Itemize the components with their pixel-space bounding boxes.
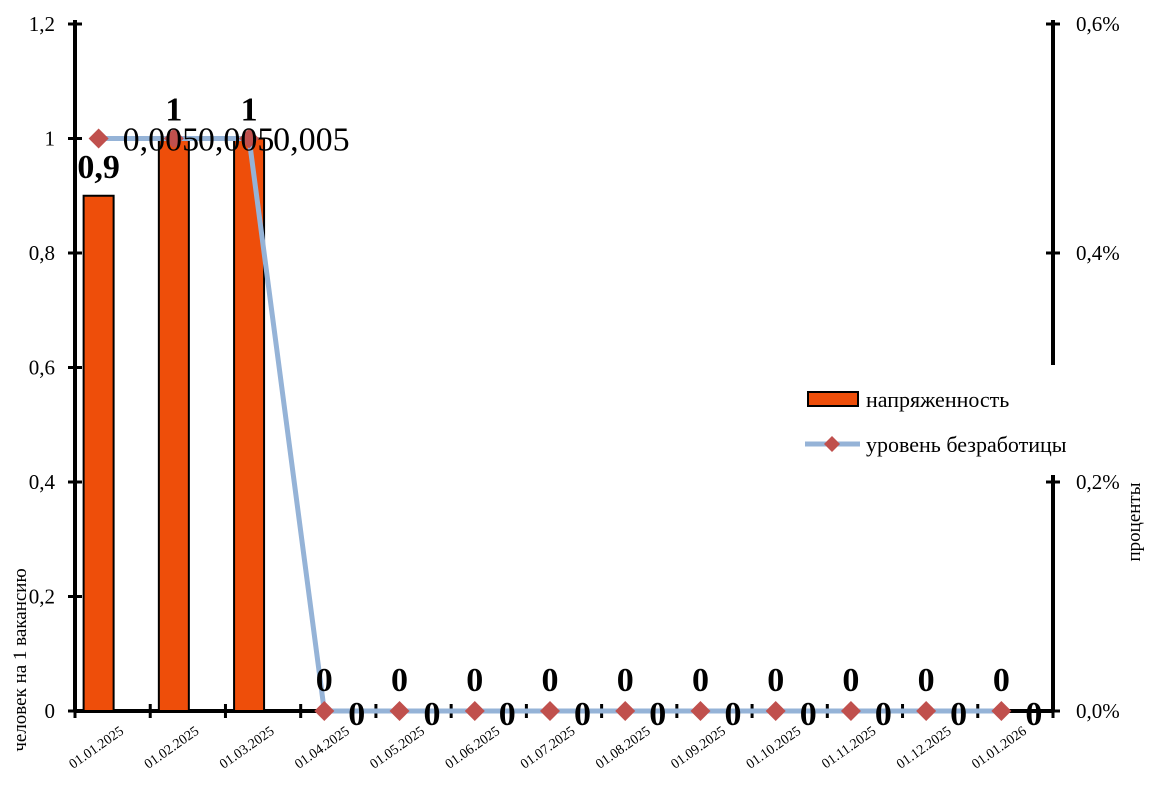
- bar-value-label: 0: [391, 662, 408, 699]
- line-value-label: 0: [800, 696, 817, 733]
- line-value-label: 0: [875, 696, 892, 733]
- legend-marker-swatch: [824, 436, 840, 452]
- bar-value-label: 0: [842, 662, 859, 699]
- line-value-label: 0: [950, 696, 967, 733]
- line-series: [88, 128, 1012, 721]
- line-point: [389, 701, 410, 721]
- y2-tick-label: 0,4%: [1076, 241, 1120, 265]
- line-value-label: 0: [649, 696, 666, 733]
- y-tick-label: 0,4: [29, 470, 56, 494]
- x-tick-label: 01.01.2026: [969, 724, 1029, 772]
- x-tick-label: 01.10.2025: [744, 724, 804, 772]
- bar-value-label: 0: [918, 662, 935, 699]
- line-value-label: 0,005: [198, 122, 275, 159]
- bar-value-label: 0: [542, 662, 559, 699]
- x-tick-label: 01.12.2025: [894, 724, 954, 772]
- bar: [233, 137, 266, 712]
- line-point: [314, 701, 335, 721]
- x-tick-label: 01.04.2025: [292, 724, 352, 772]
- y-tick-label: 1: [45, 127, 56, 151]
- x-tick-label: 01.09.2025: [669, 724, 729, 772]
- line-point: [690, 701, 711, 721]
- x-tick-label: 01.08.2025: [593, 724, 653, 772]
- bar-value-label: 0: [316, 662, 333, 699]
- legend-label: напряженность: [866, 387, 1009, 412]
- line-point: [765, 701, 786, 721]
- bar-value-label: 0: [767, 662, 784, 699]
- bar-series: [82, 137, 266, 712]
- line-value-label: 0: [1025, 696, 1042, 733]
- x-tick-label: 01.02.2025: [142, 724, 202, 772]
- x-tick-label: 01.05.2025: [368, 724, 428, 772]
- bar-value-label: 0: [466, 662, 483, 699]
- line-value-label: 0,005: [273, 122, 350, 159]
- x-tick-label: 01.11.2025: [819, 724, 879, 772]
- line-value-label: 0: [424, 696, 441, 733]
- line-value-label: 0: [499, 696, 516, 733]
- y-tick-label: 0: [45, 699, 56, 723]
- legend-label: уровень безработицы: [866, 432, 1067, 457]
- x-tick-label: 01.03.2025: [217, 724, 277, 772]
- y-axis-title: человек на 1 вакансию: [10, 568, 31, 751]
- bar-value-label: 0: [692, 662, 709, 699]
- legend-bar-swatch: [807, 391, 859, 407]
- line-point: [615, 701, 636, 721]
- bar-value-label: 0: [617, 662, 634, 699]
- line-point: [916, 701, 937, 721]
- line-point: [840, 701, 861, 721]
- line-point: [88, 128, 109, 149]
- y-tick-label: 0,2: [29, 585, 55, 609]
- line-point: [991, 701, 1012, 721]
- bar: [82, 194, 115, 712]
- bar-value-label: 1: [165, 92, 182, 129]
- line-value-label: 0,005: [123, 122, 200, 159]
- x-tick-label: 01.01.2025: [67, 724, 127, 772]
- y-tick-label: 1,2: [29, 12, 55, 36]
- y2-tick-label: 0,6%: [1076, 12, 1120, 36]
- x-tick-label: 01.07.2025: [518, 724, 578, 772]
- legend: напряженность уровень безработицы: [805, 365, 1095, 475]
- bar-value-label: 0: [993, 662, 1010, 699]
- line-point: [540, 701, 560, 721]
- x-tick-label: 01.06.2025: [443, 724, 503, 772]
- line-value-label: 0: [574, 696, 591, 733]
- line-value-label: 0: [724, 696, 741, 733]
- bar-value-label: 1: [241, 92, 258, 129]
- legend-background: [805, 365, 1095, 475]
- line-point: [464, 701, 485, 721]
- y-tick-label: 0,8: [29, 241, 55, 265]
- bar-value-label: 0,9: [77, 149, 120, 186]
- y2-axis-title: проценты: [1124, 482, 1145, 561]
- line-value-label: 0: [348, 696, 365, 733]
- bar: [157, 137, 190, 712]
- y-tick-label: 0,6: [29, 356, 55, 380]
- y2-tick-label: 0,0%: [1076, 699, 1120, 723]
- line-point: [239, 128, 260, 149]
- line-point: [163, 128, 184, 149]
